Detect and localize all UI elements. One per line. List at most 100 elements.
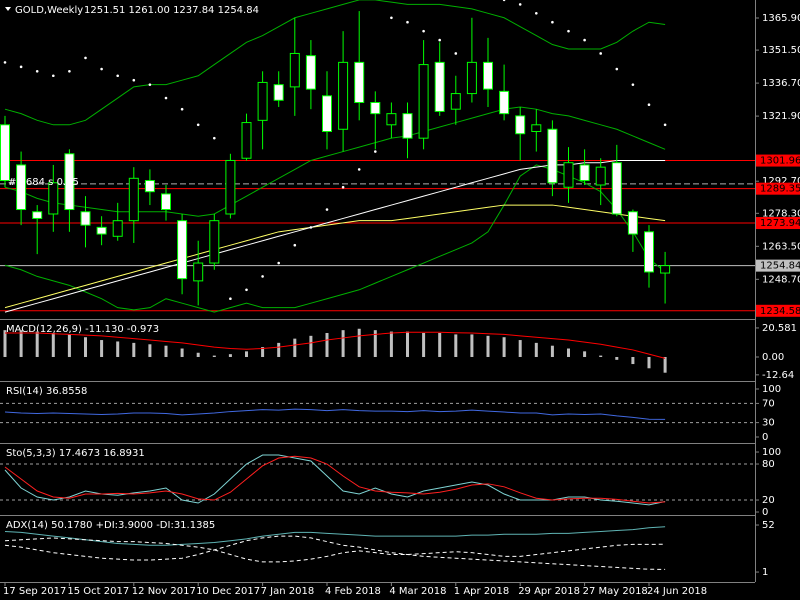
ohlc-label: 1251.51 1261.00 1237.84 1254.84	[84, 5, 259, 16]
indicator-title: MACD(12,26,9) -11.130 -0.973	[6, 324, 159, 335]
candle-body	[257, 81, 268, 121]
sar-dot	[390, 16, 393, 20]
sar-dot	[518, 3, 522, 6]
macd-bar	[148, 344, 152, 357]
candle-body	[177, 220, 188, 280]
frame	[0, 0, 756, 583]
candle-body	[531, 124, 542, 132]
sar-dot	[148, 83, 152, 86]
sar-dot	[615, 67, 619, 71]
candle-body	[193, 262, 204, 282]
price-tag	[756, 182, 800, 195]
macd-bar	[341, 330, 345, 357]
sar-dot	[52, 74, 55, 78]
sar-dot	[583, 38, 586, 42]
x-tick-label: 29 Apr 2018	[518, 586, 580, 597]
sar-dot	[132, 78, 136, 82]
indicator-line	[5, 331, 666, 359]
candle-body	[322, 95, 332, 132]
macd-bar	[309, 335, 313, 357]
candle-body	[64, 153, 75, 211]
candle-body	[660, 265, 671, 274]
sar-dot	[245, 288, 248, 292]
indicator-line	[4, 526, 666, 546]
macd-bar	[35, 331, 39, 357]
indicator-title: ADX(14) 50.1780 +DI:3.9000 -DI:31.1385	[6, 520, 215, 531]
indicator-line	[4, 204, 666, 309]
sar-dot	[422, 29, 425, 33]
candle-body	[466, 61, 477, 95]
sar-dot	[35, 69, 39, 73]
macd-bar	[422, 332, 426, 357]
macd-bar	[164, 345, 168, 357]
sar-dot	[3, 61, 7, 64]
candle-body	[273, 84, 284, 101]
x-tick-label: 17 Sep 2017	[3, 586, 66, 597]
macd-bar	[100, 340, 104, 357]
macd-bar	[550, 345, 554, 357]
candle-body	[112, 220, 123, 237]
candle-body	[386, 113, 397, 126]
sar-dot	[164, 96, 168, 100]
y-tick-label: 1321.90	[762, 111, 800, 122]
candle-body	[16, 164, 27, 211]
y-tick-label: 1336.70	[762, 78, 800, 89]
macd-bar	[116, 341, 120, 357]
candle-body	[48, 182, 59, 215]
sar-dot	[357, 168, 361, 171]
candle-body	[499, 90, 510, 115]
candle-body	[579, 164, 590, 182]
sar-dot	[438, 38, 442, 42]
y-tick-label: 0	[762, 432, 768, 443]
candle-body	[32, 211, 43, 219]
macd-bar	[599, 355, 603, 357]
y-tick-label: -12.64	[762, 370, 794, 381]
macd-bar	[534, 342, 538, 357]
y-tick-label: 0.00	[762, 352, 784, 363]
sar-dot	[502, 0, 506, 2]
y-tick-label: 1	[762, 567, 768, 578]
sar-dot	[19, 65, 23, 69]
candle-body	[402, 113, 413, 139]
macd-bar	[51, 332, 55, 357]
price-tag	[756, 304, 800, 317]
macd-bar	[67, 334, 71, 357]
candle-body	[80, 211, 91, 226]
y-tick-label: 1278.30	[762, 208, 800, 219]
sar-dot	[551, 20, 554, 24]
macd-bar	[615, 356, 619, 360]
sar-dot	[341, 185, 345, 189]
candle-body	[483, 61, 493, 90]
candle-body	[595, 166, 606, 186]
menu-arrow[interactable]	[5, 7, 11, 11]
indicator-line	[4, 0, 666, 126]
candle-body	[289, 52, 300, 88]
sar-dot	[180, 107, 184, 111]
macd-bar	[245, 351, 248, 357]
macd-bar	[663, 356, 667, 373]
sar-dot	[213, 136, 216, 140]
sar-dot	[68, 69, 71, 73]
indicator-title: Sto(5,3,3) 17.4673 16.8931	[6, 448, 145, 459]
macd-bar	[470, 334, 474, 357]
sar-dot	[647, 103, 651, 107]
indicator-title: RSI(14) 36.8558	[6, 386, 87, 397]
sar-dot	[196, 123, 200, 127]
candle-body	[225, 159, 236, 215]
price-tag-label: 1234.58	[760, 306, 800, 317]
sar-dot	[535, 12, 538, 15]
y-tick-label: 52	[762, 520, 775, 531]
candle-body	[161, 193, 171, 211]
macd-bar	[438, 332, 442, 357]
candle-body	[450, 93, 461, 110]
candle-body	[611, 162, 622, 215]
x-tick-label: 24 Jun 2018	[647, 586, 707, 597]
macd-bar	[3, 330, 7, 357]
macd-bar	[180, 348, 184, 357]
x-tick-label: 1 Apr 2018	[454, 586, 509, 597]
macd-bar	[196, 352, 200, 357]
sar-dot	[84, 56, 87, 60]
sar-dot	[454, 52, 458, 55]
